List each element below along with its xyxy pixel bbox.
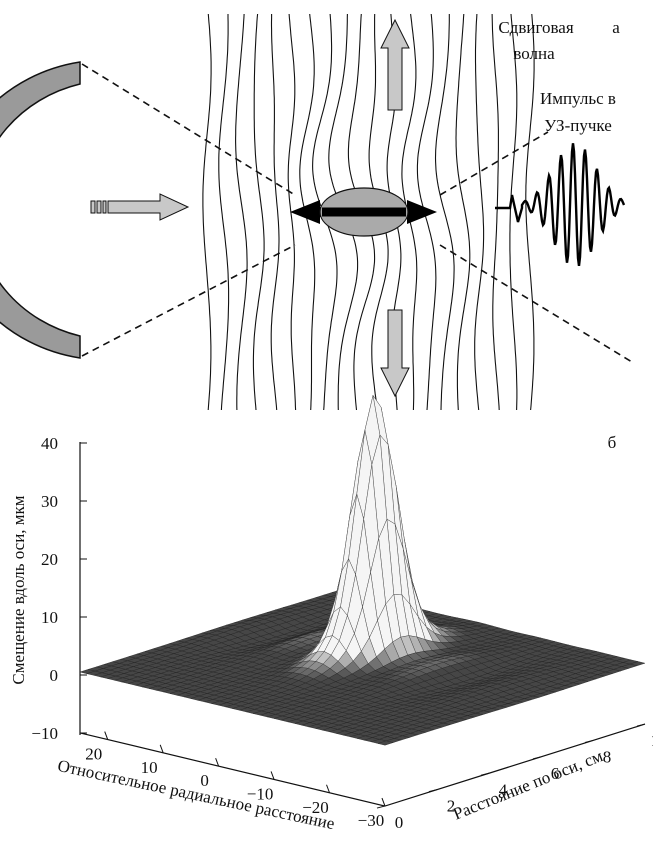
wavefront: [509, 13, 518, 411]
surface: 40 30 20 10 0 −10 20 10 0 −10 −20 −30 0 2 4 6 8 10: [31, 394, 653, 832]
radial-tick-label: −30: [358, 811, 385, 830]
wavefront: [491, 13, 500, 411]
arrows: [90, 18, 410, 398]
radial-tick-label: 0: [200, 771, 209, 790]
wavefront: [235, 13, 248, 411]
pulse-waveform: [495, 143, 626, 267]
distance-tick-label: 0: [395, 813, 404, 832]
wavefront: [455, 13, 471, 411]
radial-tick: [270, 771, 275, 780]
distance-tick: [376, 805, 386, 809]
wavefront: [474, 13, 485, 411]
z-tick-label: 20: [41, 550, 58, 569]
distance-axis-title: Расстояние по оси, см: [450, 746, 605, 823]
z-tick-label: −10: [31, 724, 58, 743]
panel-label: а: [612, 18, 620, 37]
distance-tick: [480, 772, 490, 776]
transducer: [0, 61, 81, 359]
wavefront: [434, 14, 455, 411]
pulse-label: Импульс в: [540, 89, 616, 108]
z-tick-label: 0: [50, 666, 59, 685]
wavefront: [202, 13, 212, 411]
distance-tick-label: 2: [447, 797, 456, 816]
radial-tick: [381, 797, 386, 807]
radial-tick: [215, 757, 220, 767]
z-tick-label: 10: [41, 608, 58, 627]
distance-tick-label: 6: [551, 764, 560, 783]
radial-tick-label: 20: [85, 745, 102, 764]
panel-b: 40 30 20 10 0 −10 20 10 0 −10 −20 −30 0 2 4 6 8 10 б Смещ…: [9, 394, 653, 833]
distance-tick: [584, 739, 594, 743]
distance-tick-label: 8: [603, 747, 612, 766]
radial-tick: [326, 784, 330, 793]
distance-tick-label: 4: [499, 780, 508, 799]
z-tick-label: 40: [41, 434, 58, 453]
distance-tick-label: 10: [650, 731, 653, 750]
shear-wave-label: Сдвиговая: [498, 18, 574, 37]
wavefront: [252, 13, 265, 411]
radial-tick: [104, 731, 109, 740]
surface-cell: [377, 740, 394, 746]
panel-a: Сдвиговая волна а Импульс в УЗ-пучке: [0, 13, 633, 411]
distance-tick: [428, 789, 438, 793]
wavefront: [270, 14, 280, 411]
shear-wave-label: волна: [513, 44, 555, 63]
radial-tick-label: 10: [141, 758, 158, 777]
z-tick-label: 30: [41, 492, 58, 511]
panel-label: б: [608, 433, 617, 452]
radial-axis-title: Относительное радиальное расстояние: [56, 756, 336, 833]
radial-tick-label: −20: [302, 798, 329, 817]
radial-tick-label: −10: [247, 784, 274, 803]
wavefront: [218, 14, 230, 411]
beam-edges: [81, 63, 633, 363]
z-axis-title: Смещение вдоль оси, мкм: [9, 495, 28, 684]
radial-tick: [159, 744, 164, 754]
wavefront: [525, 13, 535, 411]
distance-tick: [532, 756, 542, 760]
distance-tick: [636, 723, 646, 727]
pulse-label: УЗ-пучке: [544, 116, 612, 135]
